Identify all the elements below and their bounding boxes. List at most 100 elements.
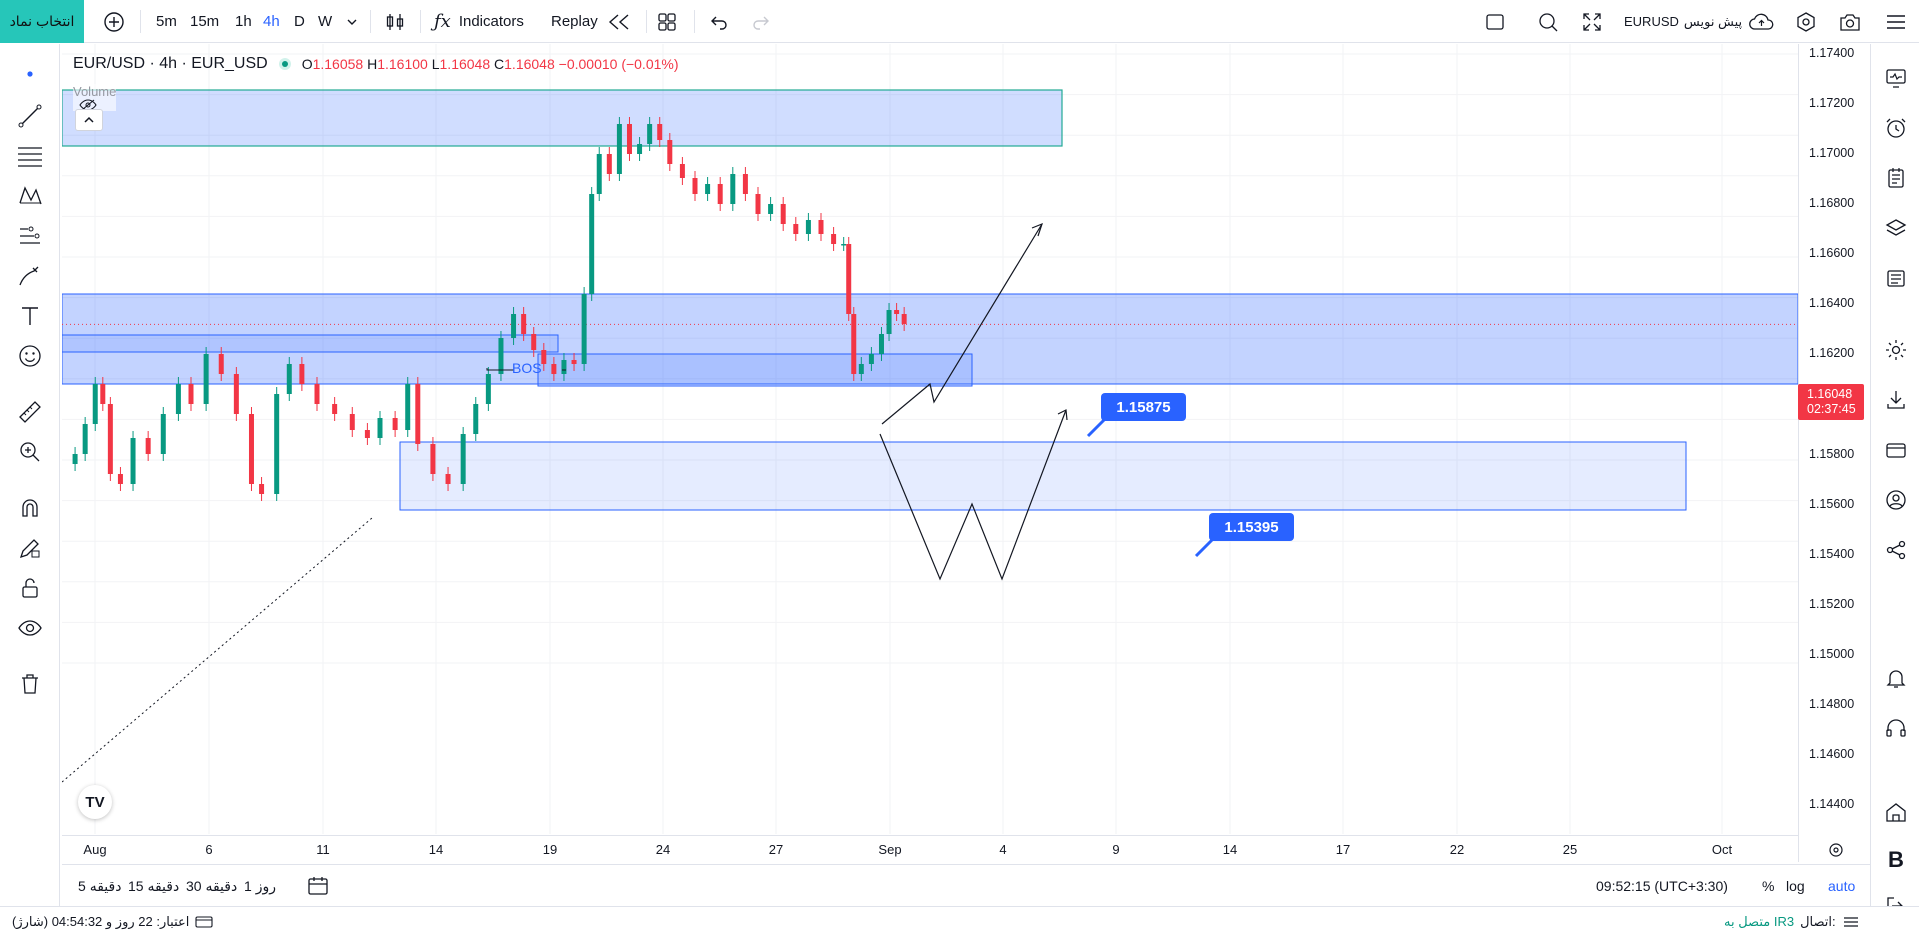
wallet-button[interactable] [1880,434,1912,466]
bos-label: BOS [512,360,542,376]
goto-date-button[interactable] [1827,841,1845,859]
share-icon [1886,540,1906,560]
interval-dropdown[interactable] [346,0,358,43]
cursor-tool[interactable] [14,58,46,90]
time-tick: 11 [316,842,330,857]
tradingview-logo[interactable]: TV [78,785,112,819]
log-toggle[interactable]: log [1786,878,1805,894]
legend-symbol[interactable]: EUR/USD · 4h · EUR_USD [73,55,268,72]
trend-line-tool[interactable] [14,100,46,132]
candle-body [637,144,643,154]
price-axis[interactable]: 1.17400 1.17200 1.17000 1.16800 1.16600 … [1798,44,1870,862]
news-button[interactable] [1880,262,1912,294]
emoji-tool[interactable] [14,340,46,372]
cloud-save-button[interactable] [1748,0,1776,43]
expand-button[interactable] [1581,0,1603,43]
interval-1h[interactable]: 1h [235,13,252,30]
home-button[interactable] [1880,796,1912,828]
fullscreen-toggle[interactable] [1484,0,1506,43]
candle-body [717,184,723,204]
profile-button[interactable] [1880,484,1912,516]
percent-toggle[interactable]: % [1762,878,1775,894]
user-icon [1886,490,1906,510]
candle-body [541,350,547,364]
text-tool[interactable] [14,300,46,332]
stay-drawing-tool[interactable] [14,532,46,564]
layouts-button[interactable] [656,0,678,43]
forecast-tool[interactable] [14,220,46,252]
pattern-tool[interactable] [14,180,46,212]
arrowhead-1 [1031,222,1043,237]
indicators-button[interactable]: ƒx Indicators [434,0,524,43]
auto-toggle[interactable]: auto [1828,878,1856,894]
date-range-button[interactable] [306,865,330,907]
magnet-tool[interactable] [14,492,46,524]
support-button[interactable] [1880,712,1912,744]
target-label-1[interactable]: 1.15875 [1101,393,1186,421]
notifications-button[interactable] [1880,662,1912,694]
layers-button[interactable] [1880,212,1912,244]
order-block [62,334,559,353]
gear-icon [1886,340,1906,360]
zoom-tool[interactable] [14,436,46,468]
candle-body [886,310,892,334]
symbol-name: EURUSD [1624,14,1679,29]
chart-canvas[interactable] [62,44,1798,862]
candle-body [596,154,602,194]
select-symbol-button[interactable]: انتخاب نماد [0,0,84,43]
fib-tool[interactable] [14,140,46,172]
close-value: 1.16048 [504,56,555,72]
chart-type-button[interactable] [384,0,406,43]
candle-body [616,124,622,174]
undo-button[interactable] [708,0,730,43]
list-icon [1887,270,1905,287]
candle-body [705,184,711,194]
candle-body [894,310,900,314]
volume-indicator-label[interactable]: Volume [73,84,117,111]
add-symbol-button[interactable] [102,0,126,43]
high-label: H [367,56,378,72]
broker-icon[interactable]: B [1888,847,1904,872]
range-5m[interactable]: 5 دقیقه [78,877,122,894]
range-1d[interactable]: 1 روز [244,877,276,894]
range-30m[interactable]: 30 دقیقه [186,877,238,894]
redo-button[interactable] [750,0,772,43]
candle-body [415,384,421,444]
remove-drawings-tool[interactable] [14,668,46,700]
clock[interactable]: 09:52:15 (UTC+3:30) [1596,878,1728,894]
interval-15m[interactable]: 15m [190,13,220,30]
replay-button[interactable]: Replay [551,0,632,43]
settings-button[interactable] [1795,0,1817,43]
measure-tool[interactable] [14,396,46,428]
eye-icon [18,620,42,636]
interval-5m[interactable]: 5m [156,13,177,30]
price-tick: 1.15200 [1809,597,1855,611]
range-15m[interactable]: 15 دقیقه [128,877,180,894]
volume-label: Volume [73,84,117,99]
interval-4h[interactable]: 4h [263,13,280,30]
interval-d[interactable]: D [294,13,305,30]
alerts-button[interactable] [1880,112,1912,144]
collapse-legend-button[interactable] [75,109,103,131]
time-axis[interactable]: Aug 6 11 14 19 24 27 Sep 4 9 14 17 22 25… [62,835,1843,863]
quick-search-button[interactable] [1537,0,1559,43]
screenshot-button[interactable] [1838,0,1862,43]
settings-side-button[interactable] [1880,334,1912,366]
share-button[interactable] [1880,534,1912,566]
trend-line [62,517,373,783]
layout-name[interactable]: EURUSD پیش نویس [1624,0,1742,43]
watchlist-button[interactable] [1880,62,1912,94]
brush-tool[interactable] [14,260,46,292]
notes-button[interactable] [1880,162,1912,194]
hide-drawings-tool[interactable] [14,612,46,644]
candle-body [831,234,837,244]
download-button[interactable] [1880,384,1912,416]
chart-pane[interactable] [62,44,1798,862]
candle-body [188,384,194,404]
eye-hidden-icon[interactable] [79,99,97,111]
interval-w[interactable]: W [318,13,333,30]
fvg-zone [537,353,973,387]
lock-drawings-tool[interactable] [14,572,46,604]
menu-button[interactable] [1880,6,1912,38]
target-label-2[interactable]: 1.15395 [1209,513,1294,541]
